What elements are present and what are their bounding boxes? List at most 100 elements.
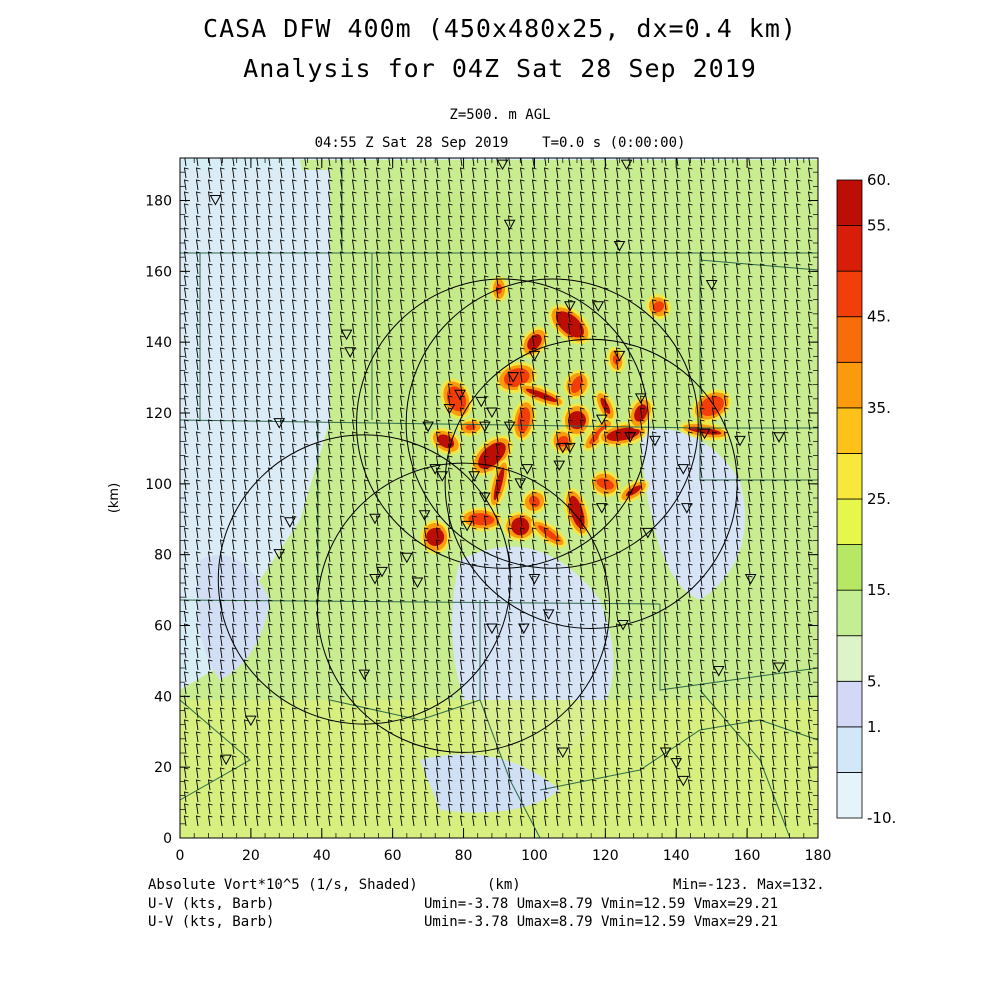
wind-barb	[303, 611, 309, 623]
wind-barb	[771, 227, 777, 239]
wind-barb	[627, 359, 633, 371]
y-tick-label: 100	[145, 477, 172, 493]
wind-barb	[183, 263, 189, 275]
wind-barb	[507, 503, 513, 515]
wind-barb	[567, 467, 573, 479]
wind-barb	[543, 719, 549, 731]
wind-barb	[279, 743, 285, 755]
wind-barb	[447, 215, 453, 227]
wind-barb	[387, 815, 393, 827]
wind-barb	[483, 539, 489, 551]
wind-barb	[255, 299, 261, 311]
wind-barb	[207, 191, 213, 203]
wind-barb	[195, 251, 201, 263]
wind-barb	[579, 671, 585, 683]
wind-barb	[699, 587, 705, 599]
wind-barb	[651, 731, 657, 743]
wind-barb	[759, 719, 765, 731]
wind-barb	[675, 755, 681, 767]
wind-barb	[279, 251, 285, 263]
wind-barb	[663, 779, 669, 791]
wind-barb	[279, 815, 285, 827]
wind-barb	[807, 611, 813, 623]
wind-barb	[387, 455, 393, 467]
wind-barb	[375, 659, 381, 671]
wind-barb	[783, 227, 789, 239]
station-marker	[369, 513, 381, 525]
wind-barb	[195, 383, 201, 395]
wind-barb	[315, 275, 321, 287]
wind-barb	[579, 659, 585, 671]
wind-barb	[591, 671, 597, 683]
wind-barb	[627, 203, 633, 215]
wind-barb	[459, 635, 465, 647]
wind-barb	[471, 755, 477, 767]
wind-barb	[232, 158, 235, 167]
wind-barb	[807, 275, 813, 287]
wind-barb	[315, 503, 321, 515]
wind-barb	[315, 767, 321, 779]
wind-barb	[711, 467, 717, 479]
wind-barb	[531, 587, 537, 599]
wind-barb	[363, 683, 369, 695]
wind-barb	[351, 251, 357, 263]
wind-barb	[363, 251, 369, 263]
wind-barb	[447, 431, 453, 443]
wind-barb	[507, 311, 513, 323]
wind-barb	[231, 167, 237, 179]
wind-barb	[339, 611, 345, 623]
wind-barb	[231, 743, 237, 755]
wind-barb	[255, 683, 261, 695]
wind-barb	[747, 167, 753, 179]
wind-barb	[291, 599, 297, 611]
wind-barb	[375, 371, 381, 383]
wind-barb	[567, 395, 573, 407]
wind-barb	[315, 755, 321, 767]
wind-barb	[351, 455, 357, 467]
wind-barb	[711, 683, 717, 695]
wind-barb	[783, 335, 789, 347]
wind-barb	[687, 527, 693, 539]
wind-barb	[435, 695, 441, 707]
wind-barb	[555, 299, 561, 311]
wind-barb	[579, 275, 585, 287]
x-tick-label: 120	[592, 848, 619, 864]
wind-barb	[459, 407, 465, 419]
wind-barb	[579, 719, 585, 731]
wind-barb	[339, 707, 345, 719]
wind-barb	[195, 371, 201, 383]
wind-barb	[699, 455, 705, 467]
wind-barb	[519, 191, 525, 203]
y-tick-label: 60	[154, 619, 172, 635]
wind-barb	[243, 359, 249, 371]
wind-barb	[771, 491, 777, 503]
wind-barb	[195, 575, 201, 587]
wind-barb	[495, 503, 501, 515]
wind-barb	[243, 527, 249, 539]
wind-barb	[687, 215, 693, 227]
wind-barb	[807, 251, 813, 263]
wind-barb	[735, 683, 741, 695]
wind-barb	[243, 755, 249, 767]
wind-barb	[795, 179, 801, 191]
wind-barb	[267, 287, 273, 299]
wind-barb	[639, 179, 645, 191]
wind-barb	[375, 311, 381, 323]
wind-barb	[183, 419, 189, 431]
wind-barb	[351, 419, 357, 431]
wind-barb	[183, 599, 189, 611]
wind-barb	[795, 599, 801, 611]
wind-barb	[219, 767, 225, 779]
wind-barb	[459, 683, 465, 695]
wind-barb	[483, 695, 489, 707]
wind-barb	[231, 515, 237, 527]
colorbar-bin	[836, 179, 863, 226]
wind-barb	[231, 803, 237, 815]
wind-barb	[519, 263, 525, 275]
wind-barb	[195, 527, 201, 539]
wind-barb	[375, 803, 381, 815]
wind-barb	[219, 287, 225, 299]
wind-barb	[255, 659, 261, 671]
wind-barb	[616, 158, 619, 167]
wind-barb	[783, 815, 789, 827]
